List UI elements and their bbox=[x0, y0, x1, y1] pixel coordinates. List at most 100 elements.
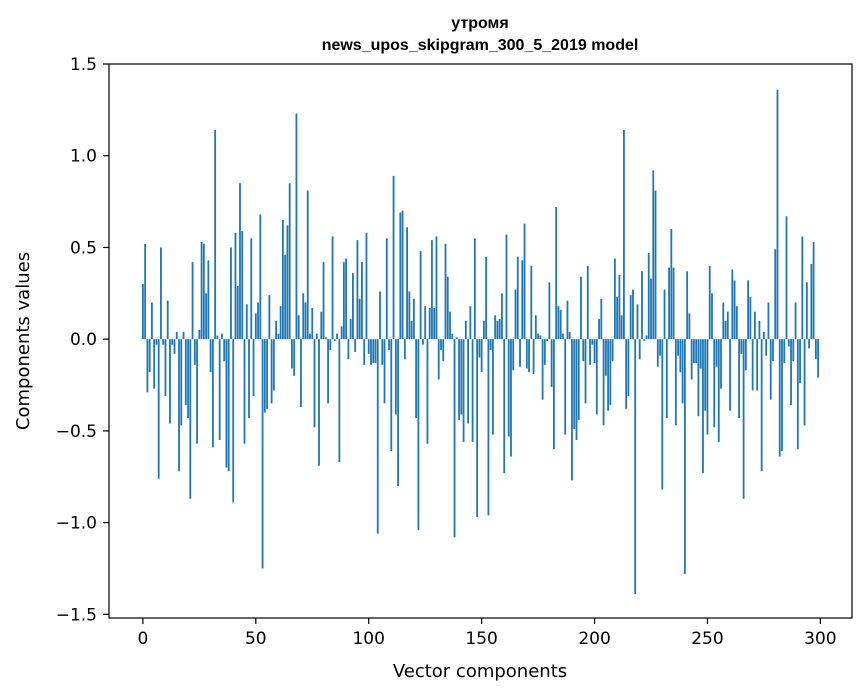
bar-101 bbox=[370, 339, 372, 365]
bar-142 bbox=[462, 339, 465, 442]
bar-42 bbox=[236, 285, 239, 340]
bar-149 bbox=[478, 339, 481, 358]
bar-275 bbox=[763, 331, 765, 340]
bar-152 bbox=[485, 256, 488, 340]
bar-47 bbox=[248, 339, 250, 419]
bar-218 bbox=[634, 339, 637, 595]
bar-135 bbox=[446, 276, 449, 340]
bar-154 bbox=[489, 339, 492, 351]
bar-174 bbox=[534, 315, 537, 340]
bar-51 bbox=[257, 302, 259, 340]
bar-177 bbox=[541, 339, 544, 400]
bar-249 bbox=[704, 339, 707, 411]
bar-24 bbox=[196, 339, 198, 444]
bar-31 bbox=[211, 339, 214, 448]
bar-117 bbox=[406, 227, 409, 340]
bar-180 bbox=[548, 282, 551, 340]
bar-120 bbox=[412, 298, 415, 340]
x-tick-label: 50 bbox=[245, 629, 267, 649]
bar-139 bbox=[455, 337, 458, 340]
bar-44 bbox=[241, 230, 244, 340]
bar-201 bbox=[595, 339, 598, 415]
bar-45 bbox=[243, 339, 246, 444]
bar-184 bbox=[557, 306, 560, 340]
bar-253 bbox=[713, 339, 716, 428]
bar-279 bbox=[772, 339, 774, 362]
bar-215 bbox=[627, 339, 630, 397]
bar-77 bbox=[315, 333, 318, 340]
bar-230 bbox=[661, 339, 664, 490]
bar-203 bbox=[600, 298, 603, 340]
bar-17 bbox=[180, 339, 183, 426]
bar-5 bbox=[153, 339, 156, 389]
y-tick-label: −1.0 bbox=[56, 514, 97, 534]
bar-153 bbox=[487, 339, 490, 516]
bar-181 bbox=[550, 339, 553, 387]
bar-297 bbox=[812, 241, 815, 340]
bar-266 bbox=[742, 339, 745, 499]
bar-289 bbox=[794, 302, 797, 340]
bar-123 bbox=[419, 251, 422, 340]
bar-126 bbox=[426, 339, 429, 444]
bar-261 bbox=[731, 269, 734, 340]
bar-200 bbox=[593, 339, 596, 364]
bar-59 bbox=[275, 320, 278, 340]
bar-115 bbox=[401, 210, 404, 340]
bar-163 bbox=[510, 339, 512, 457]
x-tick-label: 100 bbox=[352, 629, 384, 649]
bar-61 bbox=[279, 306, 282, 340]
bar-283 bbox=[781, 339, 783, 452]
bar-69 bbox=[297, 315, 300, 340]
bar-238 bbox=[679, 339, 682, 373]
bar-221 bbox=[641, 271, 643, 340]
bar-205 bbox=[604, 339, 607, 376]
bar-93 bbox=[352, 273, 354, 340]
bar-219 bbox=[636, 304, 639, 340]
bar-214 bbox=[625, 339, 628, 409]
bar-276 bbox=[765, 339, 768, 356]
bar-138 bbox=[453, 339, 456, 538]
bar-191 bbox=[573, 339, 576, 430]
bar-270 bbox=[751, 339, 754, 391]
bar-33 bbox=[216, 335, 219, 340]
bar-295 bbox=[808, 339, 810, 349]
bar-54 bbox=[263, 339, 266, 413]
bar-296 bbox=[810, 263, 813, 340]
bar-129 bbox=[433, 307, 436, 340]
bar-216 bbox=[629, 295, 632, 340]
y-axis-ticks: −1.5 −1.0 −0.5 0.0 0.5 1.0 1.5 bbox=[56, 55, 109, 625]
bar-282 bbox=[778, 339, 781, 457]
bar-155 bbox=[492, 339, 494, 435]
bar-140 bbox=[458, 339, 460, 420]
bar-171 bbox=[528, 339, 530, 373]
bar-100 bbox=[367, 339, 370, 354]
bar-209 bbox=[613, 258, 616, 340]
bar-187 bbox=[564, 339, 567, 435]
bar-199 bbox=[591, 339, 594, 345]
bar-28 bbox=[205, 293, 208, 340]
bar-217 bbox=[632, 289, 634, 340]
bar-104 bbox=[376, 339, 379, 534]
bar-95 bbox=[356, 240, 359, 340]
bar-96 bbox=[358, 298, 361, 340]
bar-212 bbox=[620, 315, 623, 340]
bar-281 bbox=[776, 89, 779, 340]
bar-222 bbox=[643, 339, 646, 341]
bar-165 bbox=[514, 289, 517, 340]
bar-46 bbox=[245, 304, 248, 340]
bar-105 bbox=[379, 291, 381, 340]
bar-157 bbox=[496, 320, 499, 340]
bar-35 bbox=[221, 333, 223, 340]
bar-118 bbox=[408, 291, 411, 340]
bar-136 bbox=[449, 311, 451, 340]
bar-43 bbox=[239, 183, 241, 340]
bar-161 bbox=[505, 234, 508, 340]
bar-86 bbox=[336, 333, 338, 340]
bar-156 bbox=[494, 315, 497, 340]
bar-116 bbox=[403, 339, 406, 360]
bar-263 bbox=[735, 306, 738, 340]
bar-81 bbox=[324, 337, 327, 340]
bar-280 bbox=[774, 249, 777, 340]
bar-198 bbox=[589, 339, 591, 365]
bar-274 bbox=[760, 339, 763, 472]
